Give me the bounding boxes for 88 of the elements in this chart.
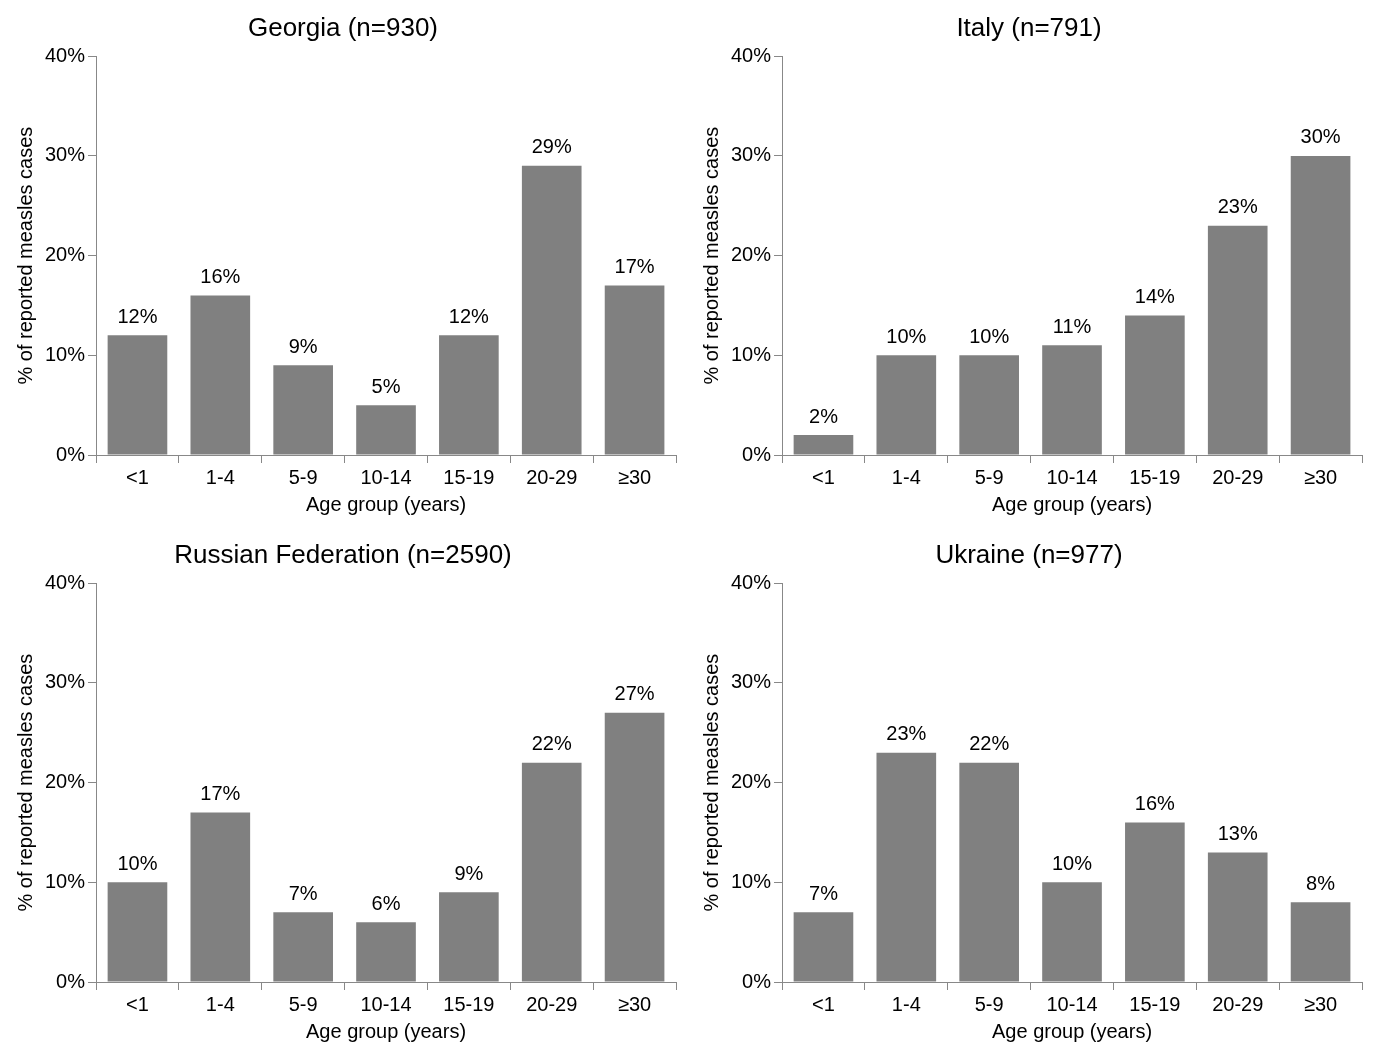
x-tick-label: 20-29 [526, 465, 578, 488]
x-tick-label: 10-14 [360, 465, 412, 488]
x-tick-label: 15-19 [443, 992, 495, 1015]
x-tick-label: 1-4 [205, 992, 235, 1015]
data-label: 5% [371, 374, 401, 397]
x-tick-label: ≥30 [617, 992, 652, 1015]
y-tick-label: 30% [731, 143, 772, 166]
x-tick-label: 1-4 [891, 992, 921, 1015]
data-label: 14% [1134, 284, 1176, 307]
y-tick-label: 40% [45, 43, 86, 66]
x-tick-label: 10-14 [1046, 992, 1098, 1015]
data-label: 11% [1052, 314, 1092, 337]
y-axis-title: % of reported measles cases [13, 653, 36, 912]
x-tick-label: 1-4 [205, 465, 235, 488]
x-axis-title: Age group (years) [305, 1019, 467, 1042]
y-tick-label: 10% [731, 342, 772, 365]
x-tick-label: 5-9 [974, 465, 1004, 488]
y-tick-label: 30% [45, 670, 86, 693]
x-tick-label: 5-9 [974, 992, 1004, 1015]
data-label: 10% [117, 851, 158, 874]
y-tick-label: 0% [742, 969, 772, 992]
data-label: 13% [1217, 821, 1258, 844]
data-label: 23% [886, 722, 927, 745]
y-tick-label: 20% [731, 770, 772, 793]
x-tick-label: 20-29 [1212, 465, 1264, 488]
y-axis-title: % of reported measles cases [13, 126, 36, 385]
x-tick-label: 5-9 [288, 992, 318, 1015]
x-tick-label: 10-14 [1046, 465, 1098, 488]
x-tick-label: <1 [812, 992, 835, 1015]
data-label: 9% [288, 334, 318, 357]
data-label: 12% [117, 304, 158, 327]
y-tick-label: 40% [45, 570, 86, 593]
x-tick-label: <1 [126, 465, 149, 488]
x-tick-label: 5-9 [288, 465, 318, 488]
chart-title: Ukraine (n=977) [935, 538, 1123, 569]
x-axis-title: Age group (years) [991, 492, 1153, 515]
data-label: 9% [454, 861, 484, 884]
data-label: 10% [1052, 851, 1093, 874]
y-axis-title: % of reported measles cases [699, 126, 722, 385]
x-tick-label: 15-19 [443, 465, 495, 488]
x-tick-label: 10-14 [360, 992, 412, 1015]
data-label: 8% [1306, 871, 1336, 894]
data-label: 23% [1217, 195, 1258, 218]
x-tick-label: 20-29 [1212, 992, 1264, 1015]
data-label: 22% [969, 732, 1010, 755]
data-label: 27% [614, 682, 655, 705]
data-label: 29% [531, 135, 572, 158]
y-tick-label: 20% [45, 770, 86, 793]
x-tick-label: 20-29 [526, 992, 578, 1015]
data-label: 6% [371, 891, 401, 914]
y-tick-label: 0% [56, 969, 86, 992]
data-label: 16% [1134, 792, 1176, 814]
data-label: 17% [200, 782, 241, 805]
y-tick-label: 20% [731, 243, 772, 266]
y-axis-title: % of reported measles cases [699, 653, 722, 912]
y-tick-label: 40% [731, 570, 772, 593]
data-label: 22% [531, 732, 572, 755]
chart-title: Russian Federation (n=2590) [174, 538, 512, 569]
chart-title: Georgia (n=930) [247, 11, 439, 42]
x-tick-label: 15-19 [1129, 992, 1181, 1015]
data-label: 16% [200, 265, 241, 287]
y-tick-label: 10% [45, 869, 86, 892]
x-tick-label: ≥30 [1303, 465, 1338, 488]
y-tick-label: 20% [45, 243, 86, 266]
data-label: 7% [809, 881, 839, 904]
data-label: 17% [614, 255, 655, 278]
x-axis-title: Age group (years) [305, 492, 467, 515]
x-tick-label: ≥30 [617, 465, 652, 488]
y-tick-label: 30% [731, 670, 772, 693]
data-label: 30% [1300, 125, 1341, 148]
y-tick-label: 10% [731, 869, 772, 892]
chart-title: Italy (n=791) [956, 11, 1102, 42]
x-axis-title: Age group (years) [991, 1019, 1153, 1042]
x-tick-label: <1 [126, 992, 149, 1015]
y-tick-label: 10% [45, 342, 86, 365]
data-label: 2% [809, 404, 839, 427]
y-tick-label: 40% [731, 43, 772, 66]
y-tick-label: 0% [742, 442, 772, 465]
data-label: 10% [969, 324, 1010, 347]
x-tick-label: 15-19 [1129, 465, 1181, 488]
x-tick-label: <1 [812, 465, 835, 488]
y-tick-label: 30% [45, 143, 86, 166]
x-tick-label: 1-4 [891, 465, 921, 488]
data-label: 10% [886, 324, 927, 347]
data-label: 12% [448, 304, 490, 327]
data-label: 7% [288, 881, 318, 904]
y-tick-label: 0% [56, 442, 86, 465]
x-tick-label: ≥30 [1303, 992, 1338, 1015]
